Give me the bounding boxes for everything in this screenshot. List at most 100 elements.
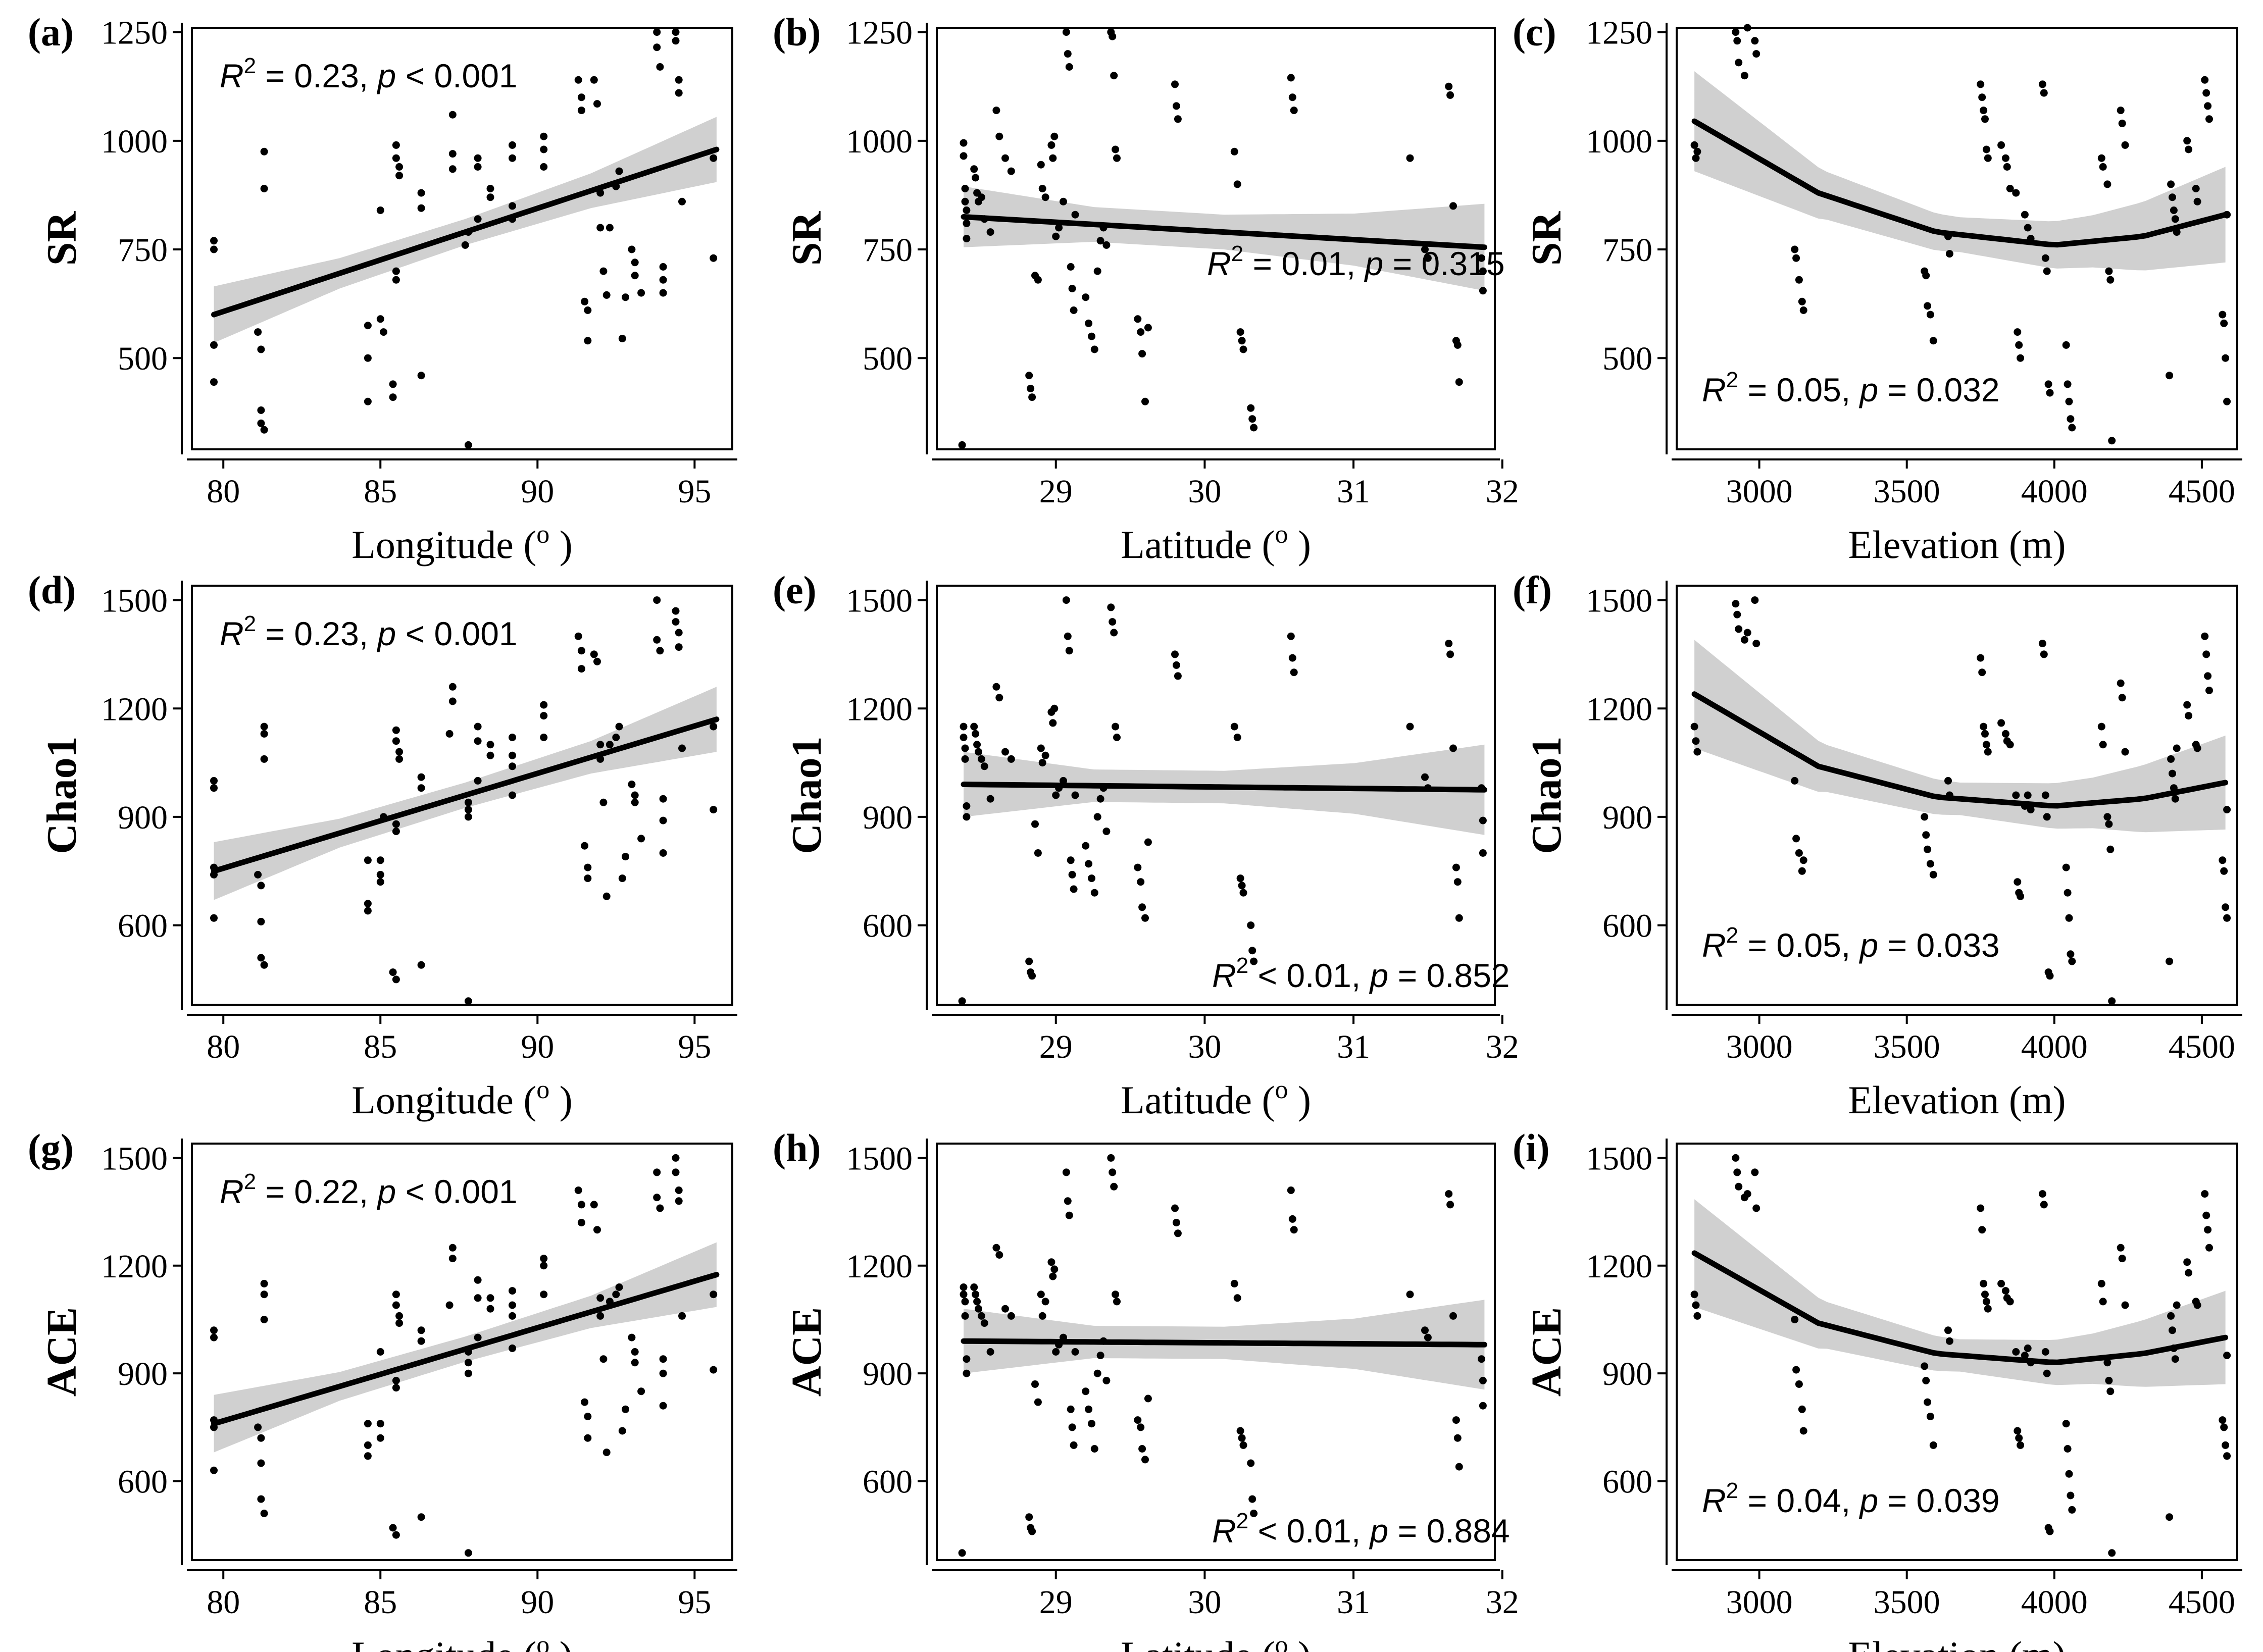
data-point [2183,137,2191,145]
p-value: = 0.032 [1878,371,1999,408]
data-point [659,263,667,271]
data-point [2044,380,2052,388]
data-point [986,1348,994,1356]
plot-frame [936,27,1496,450]
data-point [1981,1290,1989,1299]
x-tick-label: 29 [1039,473,1073,510]
fit-line [211,716,720,874]
data-point [1944,1326,1952,1334]
data-point [615,167,623,175]
data-point [1025,372,1033,380]
data-point [257,954,265,962]
data-point [2183,701,2191,709]
data-point [628,781,636,788]
plot-frame [936,585,1496,1006]
p-symbol: p [1859,371,1879,408]
data-point [1980,1279,1988,1287]
data-point [395,1312,404,1320]
data-point [2171,1355,2179,1363]
data-point [1082,293,1090,301]
y-tick-label: 1000 [846,123,913,160]
data-point [958,997,966,1005]
data-point [2171,215,2179,223]
data-point [2014,328,2022,336]
data-point [659,1369,667,1377]
data-point [963,1369,971,1377]
r-symbol: R [1702,926,1726,964]
y-tick-label: 1250 [846,15,913,51]
data-point [1479,267,1487,275]
data-point [1065,63,1073,71]
data-point [672,607,680,615]
data-point [464,441,472,449]
data-point [417,773,425,781]
data-point [2024,224,2032,232]
data-point [392,1531,400,1539]
data-point [2001,1287,2009,1295]
data-point [980,762,988,770]
data-point [260,426,268,434]
data-point [2166,1513,2174,1521]
data-point [653,1194,661,1202]
data-point [1752,1204,1761,1212]
r-squared-exponent: 2 [1236,1509,1248,1533]
y-tick-label: 1000 [1586,123,1652,160]
data-point [1041,193,1049,201]
data-point [1980,107,1988,115]
data-point [1068,1423,1076,1431]
data-point [2015,341,2023,349]
data-point [257,1434,265,1442]
data-point [1445,640,1453,647]
data-point [1041,751,1049,759]
y-tick-label: 1200 [1586,1248,1652,1285]
data-point [2222,354,2230,362]
data-point [1978,1226,1986,1234]
data-point [1028,393,1036,401]
data-point [1062,28,1070,36]
data-point [1141,914,1149,922]
data-point [464,813,472,821]
data-point [615,722,623,731]
data-point [1978,93,1986,101]
data-point [631,259,639,267]
y-tick-label: 1250 [1586,15,1652,51]
data-point [1134,1416,1142,1424]
y-tick-label: 1500 [846,1140,913,1177]
x-axis-unit: o [1275,1631,1288,1652]
data-point [672,37,680,45]
data-point [672,28,680,36]
data-point [2014,878,2022,886]
data-point [1093,813,1101,821]
data-point [376,1348,384,1356]
r-symbol: R [220,57,244,94]
data-point [1110,72,1118,80]
x-tick-label: 3500 [1874,1584,1940,1621]
data-point [2024,1344,2032,1352]
data-point [584,1434,592,1442]
x-axis-close-paren: ) [1288,523,1311,566]
data-point [602,291,611,299]
data-point [1791,245,1799,253]
stat-annotation: R2 = 0.05, p = 0.032 [1702,368,2000,408]
x-axis-name: Elevation [1848,1078,1999,1122]
x-axis-name: Longitude [351,523,514,566]
data-point [486,751,494,759]
data-point [464,798,472,806]
data-point [972,1290,980,1299]
data-point [1406,722,1414,731]
data-point [1690,141,1698,149]
r-squared-value: < 0.01, [1248,1512,1370,1550]
y-axis-title: ACE [38,1307,85,1397]
data-point [376,856,384,864]
p-symbol: p [1859,926,1879,964]
data-point [1421,245,1429,253]
data-point [1478,254,1485,262]
data-point [1088,332,1095,340]
y-tick-label: 900 [863,799,913,836]
data-point [995,1251,1003,1259]
data-point [631,798,639,806]
data-point [1109,32,1117,40]
data-point [615,1283,623,1291]
data-point [260,722,268,731]
x-axis-title: Elevation (m) [1848,523,2066,566]
